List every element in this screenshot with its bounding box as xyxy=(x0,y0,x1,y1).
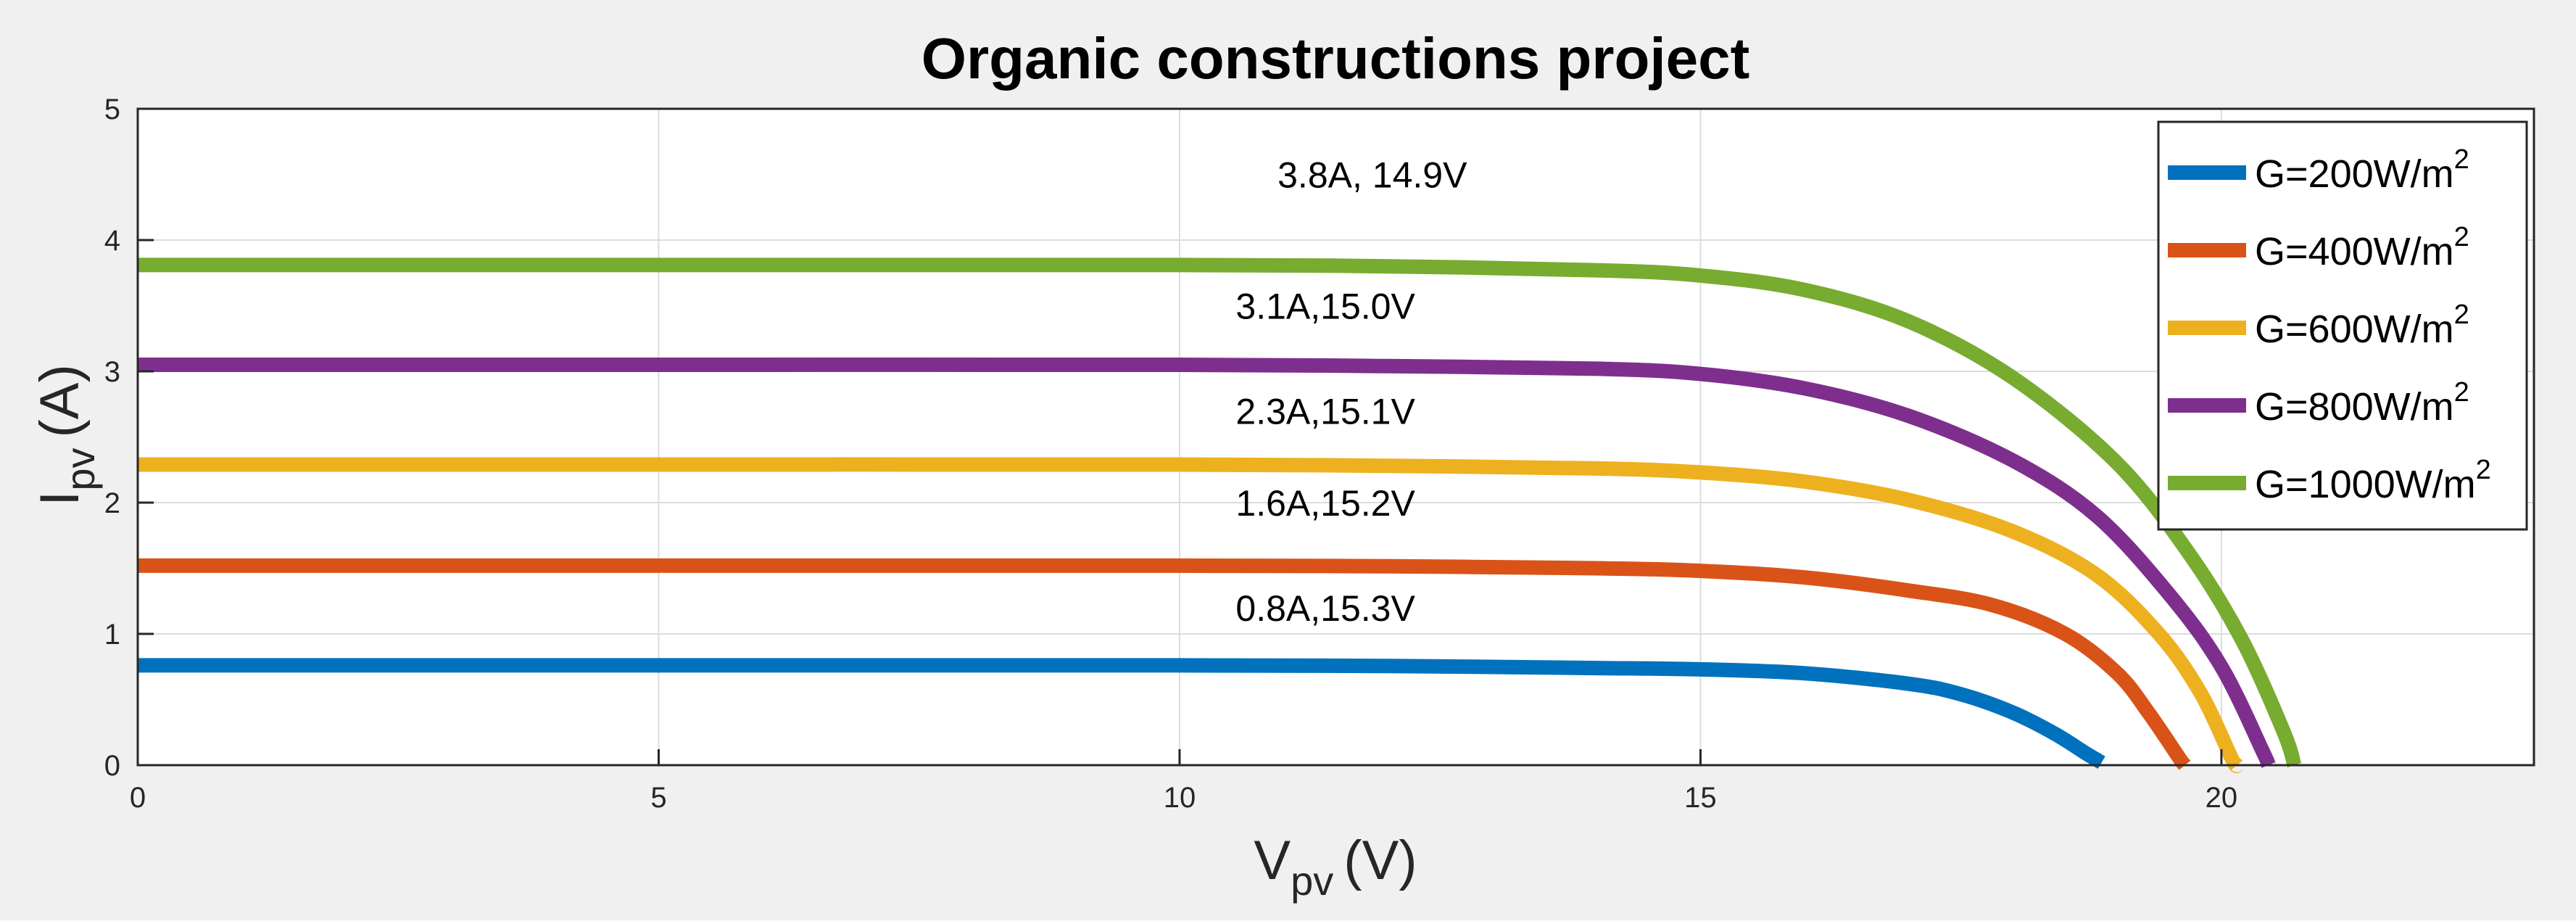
series-lines xyxy=(137,257,2302,774)
legend-label: G=400W/m2 xyxy=(2255,222,2469,273)
legend-items: G=200W/m2G=400W/m2G=600W/m2G=800W/m2G=10… xyxy=(2168,144,2491,506)
legend: G=200W/m2G=400W/m2G=600W/m2G=800W/m2G=10… xyxy=(2157,120,2528,531)
x-tick-label: 15 xyxy=(1684,782,1717,814)
chart-title: Organic constructions project xyxy=(922,26,1749,91)
legend-label-superscript: 2 xyxy=(2454,300,2469,330)
series-line-1 xyxy=(137,658,2105,770)
y-axis-label: Ipv (A) xyxy=(29,364,103,506)
y-tick-label: 3 xyxy=(104,356,120,388)
legend-label-superscript: 2 xyxy=(2454,222,2469,252)
annotation-label: 3.1A,15.0V xyxy=(1235,286,1415,327)
annotations: 3.8A, 14.9V 3.1A,15.0V 2.3A,15.1V 1.6A,15.2… xyxy=(1235,155,1467,629)
y-axis-label-unit: (A) xyxy=(29,364,91,437)
y-tick-label: 0 xyxy=(104,750,120,782)
x-axis-label-unit: (V) xyxy=(1343,830,1417,891)
legend-label-text: G=600W/m xyxy=(2255,308,2454,351)
x-tick-label: 5 xyxy=(650,782,666,814)
y-axis-label-main: I xyxy=(29,491,91,506)
y-tick-label: 5 xyxy=(104,94,120,125)
series-line-4 xyxy=(138,357,2276,772)
y-axis-label-sub: pv xyxy=(57,448,103,491)
y-tick-label: 1 xyxy=(104,619,120,651)
series-line-5 xyxy=(138,257,2302,768)
y-tick-label: 4 xyxy=(104,225,120,257)
legend-label: G=600W/m2 xyxy=(2255,300,2469,351)
legend-label-text: G=800W/m xyxy=(2255,385,2454,429)
plot-frame xyxy=(136,107,2535,767)
annotation-label: 1.6A,15.2V xyxy=(1235,483,1415,524)
legend-label: G=800W/m2 xyxy=(2255,377,2469,429)
plot-background xyxy=(138,109,2534,765)
legend-label-superscript: 2 xyxy=(2476,455,2491,485)
x-axis-label-sub: pv xyxy=(1291,858,1333,904)
y-tick-label: 2 xyxy=(104,487,120,519)
annotation-label: 0.8A,15.3V xyxy=(1235,588,1415,629)
x-tick-label: 10 xyxy=(1164,782,1196,814)
legend-label-text: G=400W/m xyxy=(2255,230,2454,273)
x-axis-label: Vpv (V) xyxy=(1254,830,1417,904)
x-tick-label: 0 xyxy=(130,782,146,814)
series-line-3 xyxy=(138,457,2245,774)
legend-label: G=200W/m2 xyxy=(2255,144,2469,196)
x-tick-label: 20 xyxy=(2206,782,2238,814)
x-axis-label-main: V xyxy=(1254,830,1291,891)
legend-label-text: G=1000W/m xyxy=(2255,463,2476,506)
axis-ticks: 0 5 10 15 20 0 1 2 3 4 5 xyxy=(104,94,2237,814)
annotation-label: 3.8A, 14.9V xyxy=(1277,155,1467,196)
legend-label: G=1000W/m2 xyxy=(2255,455,2491,506)
series-line-2 xyxy=(138,558,2192,772)
annotation-label: 2.3A,15.1V xyxy=(1235,391,1415,432)
legend-label-text: G=200W/m xyxy=(2255,152,2454,196)
legend-label-superscript: 2 xyxy=(2454,144,2469,175)
legend-label-superscript: 2 xyxy=(2454,377,2469,408)
